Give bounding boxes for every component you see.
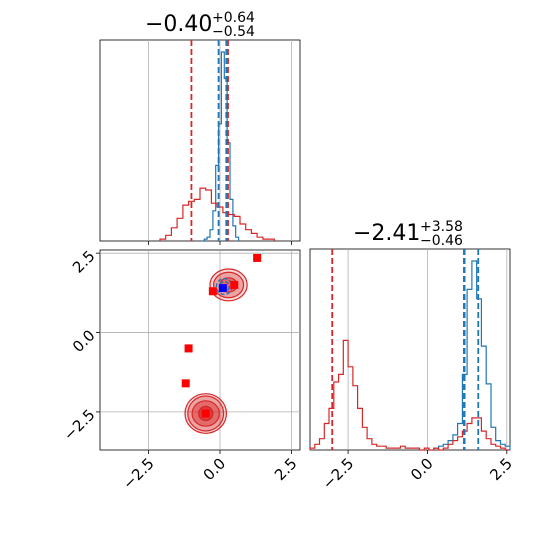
x-tick-label: 2.5 — [486, 454, 516, 484]
x-tick-label: 2.5 — [271, 454, 301, 484]
red-sample-point — [253, 253, 262, 262]
panel-title-minus: −0.54 — [212, 24, 255, 40]
panel-title-median: −2.41 — [353, 221, 420, 246]
histogram-step — [159, 187, 275, 241]
histogram-step — [201, 51, 240, 242]
panel-title-plus: +0.64 — [212, 10, 255, 26]
scatter-panel-bottom-left: −2.5 0.0 2.5 2.5 0.0 −2.5 — [60, 247, 301, 493]
axes-frame — [309, 248, 511, 451]
x-tick-label: 0.0 — [407, 454, 437, 484]
y-tick-label: 0.0 — [69, 326, 99, 356]
histogram-step — [433, 260, 511, 450]
y-tick-label: −2.5 — [60, 406, 98, 444]
blue-sample-point — [218, 284, 227, 293]
y-tick-label: 2.5 — [69, 247, 99, 277]
x-tick-label: −2.5 — [319, 454, 357, 492]
red-sample-point — [208, 287, 217, 296]
axes-frame — [99, 39, 301, 242]
panel-title-plus: +3.58 — [420, 219, 463, 235]
panel-title-minus: −0.46 — [420, 233, 463, 249]
histogram-panel-bottom-right: −2.5 0.0 2.5 −2.41 +3.58 −0.46 — [309, 219, 516, 493]
red-sample-point — [181, 379, 190, 388]
histogram-step — [309, 339, 510, 451]
red-sample-point — [201, 409, 210, 418]
x-tick-label: −2.5 — [119, 454, 157, 492]
red-sample-point — [184, 344, 193, 353]
histogram-panel-top-left: −0.40 +0.64 −0.54 — [99, 10, 301, 245]
red-sample-point — [230, 280, 239, 289]
red-density-contour — [209, 268, 248, 302]
x-tick-label: 0.0 — [200, 454, 230, 484]
panel-title-median: −0.40 — [145, 12, 212, 37]
